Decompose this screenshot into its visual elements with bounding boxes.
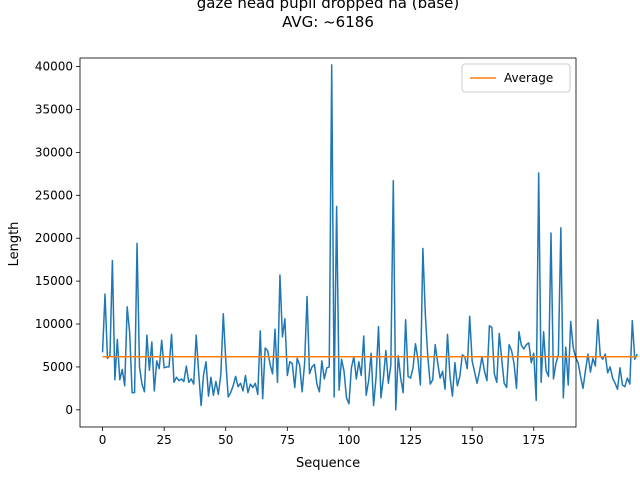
data-series-line — [101, 64, 638, 411]
y-tick-label: 15000 — [35, 274, 73, 288]
y-tick-label: 5000 — [42, 360, 73, 374]
y-tick-label: 20000 — [35, 231, 73, 245]
y-tick-label: 0 — [65, 403, 73, 417]
x-tick-label: 100 — [337, 433, 360, 447]
y-tick-label: 10000 — [35, 317, 73, 331]
chart-subtitle: AVG: ~6186 — [282, 13, 374, 31]
axes-frame — [79, 57, 577, 428]
plot-area: 0 25 50 75 100 125 150 175 0 5000 10000 15000 20000 2… — [35, 57, 638, 447]
legend-box — [461, 63, 571, 93]
x-tick-label: 25 — [157, 433, 172, 447]
x-tick-label: 0 — [99, 433, 107, 447]
y-tick-label: 25000 — [35, 188, 73, 202]
y-tick-label: 35000 — [35, 102, 73, 116]
legend-label-average: Average — [504, 71, 553, 85]
y-axis-label: Length — [7, 222, 22, 267]
x-tick-label: 175 — [522, 433, 545, 447]
x-tick-label: 50 — [218, 433, 233, 447]
chart-title: gaze head pupil dropped na (base) — [197, 0, 459, 12]
x-tick-label: 150 — [461, 433, 484, 447]
y-tick-label: 40000 — [35, 60, 73, 74]
y-tick-label: 30000 — [35, 145, 73, 159]
x-axis-label: Sequence — [296, 456, 360, 471]
x-tick-label: 125 — [399, 433, 422, 447]
x-tick-label: 75 — [280, 433, 295, 447]
